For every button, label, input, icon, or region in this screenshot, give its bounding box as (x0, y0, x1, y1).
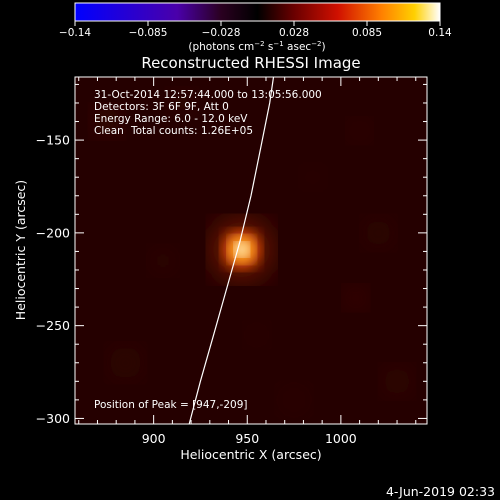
method-text: Clean (94, 125, 124, 137)
axis-ticks: 900 950 1000 −150 −200 −250 −300 (36, 77, 427, 446)
colorbar-tick-label: −0.085 (129, 27, 168, 39)
x-axis-label: Heliocentric X (arcsec) (180, 447, 321, 462)
y-tick-label: −150 (36, 133, 70, 148)
x-tick-label: 1000 (325, 431, 357, 446)
energy-range-text: Energy Range: 6.0 - 12.0 keV (94, 113, 248, 125)
colorbar-tick-label: 0.14 (428, 27, 452, 39)
background-emission (167, 88, 196, 117)
colorbar-tick-label: −0.14 (59, 27, 91, 39)
background-emission (149, 246, 177, 275)
background-emission (347, 118, 372, 143)
heatmap-image (90, 88, 414, 416)
footer-date: 4-Jun-2019 02:33 (386, 484, 495, 499)
x-tick-label: 900 (142, 431, 166, 446)
y-tick-label: −300 (36, 411, 70, 426)
colorbar-gradient (74, 2, 441, 22)
background-emission (381, 365, 414, 398)
chart-title: Reconstructed RHESSI Image (141, 54, 360, 72)
background-emission (300, 165, 325, 190)
plot-frame (74, 76, 428, 425)
colorbar-tick-label: 0.028 (279, 27, 309, 39)
colorbar: −0.14 −0.085 −0.028 0.028 0.085 0.14 (photons… (59, 2, 452, 53)
background-emission (90, 105, 123, 138)
background-emission (107, 344, 144, 381)
background-emission (278, 383, 311, 416)
y-tick-label: −200 (36, 225, 70, 240)
plot-area: 900 950 1000 −150 −200 −250 −300 (36, 76, 428, 446)
total-counts-text: Total counts: 1.26E+05 (130, 125, 253, 137)
background-emission (362, 216, 395, 249)
colorbar-ticks: −0.14 −0.085 −0.028 0.028 0.085 0.14 (59, 21, 452, 39)
peak-position-text: Position of Peak = [947,-209] (94, 399, 248, 411)
solar-limb-line (188, 77, 275, 424)
time-range-text: 31-Oct-2014 12:57:44.000 to 13:05:56.000 (94, 89, 322, 101)
annotation-block: 31-Oct-2014 12:57:44.000 to 13:05:56.000… (94, 89, 322, 411)
colorbar-tick-label: 0.085 (352, 27, 382, 39)
background-emission (343, 285, 368, 310)
y-tick-label: −250 (36, 318, 70, 333)
y-axis-label: Heliocentric Y (arcsec) (13, 180, 28, 320)
colorbar-tick-label: −0.028 (202, 27, 241, 39)
detectors-text: Detectors: 3F 6F 9F, Att 0 (94, 101, 229, 113)
colorbar-unit-label: (photons cm−2 s−1 asec−2) (188, 40, 325, 53)
x-tick-label: 950 (235, 431, 259, 446)
background-emission (244, 322, 269, 347)
